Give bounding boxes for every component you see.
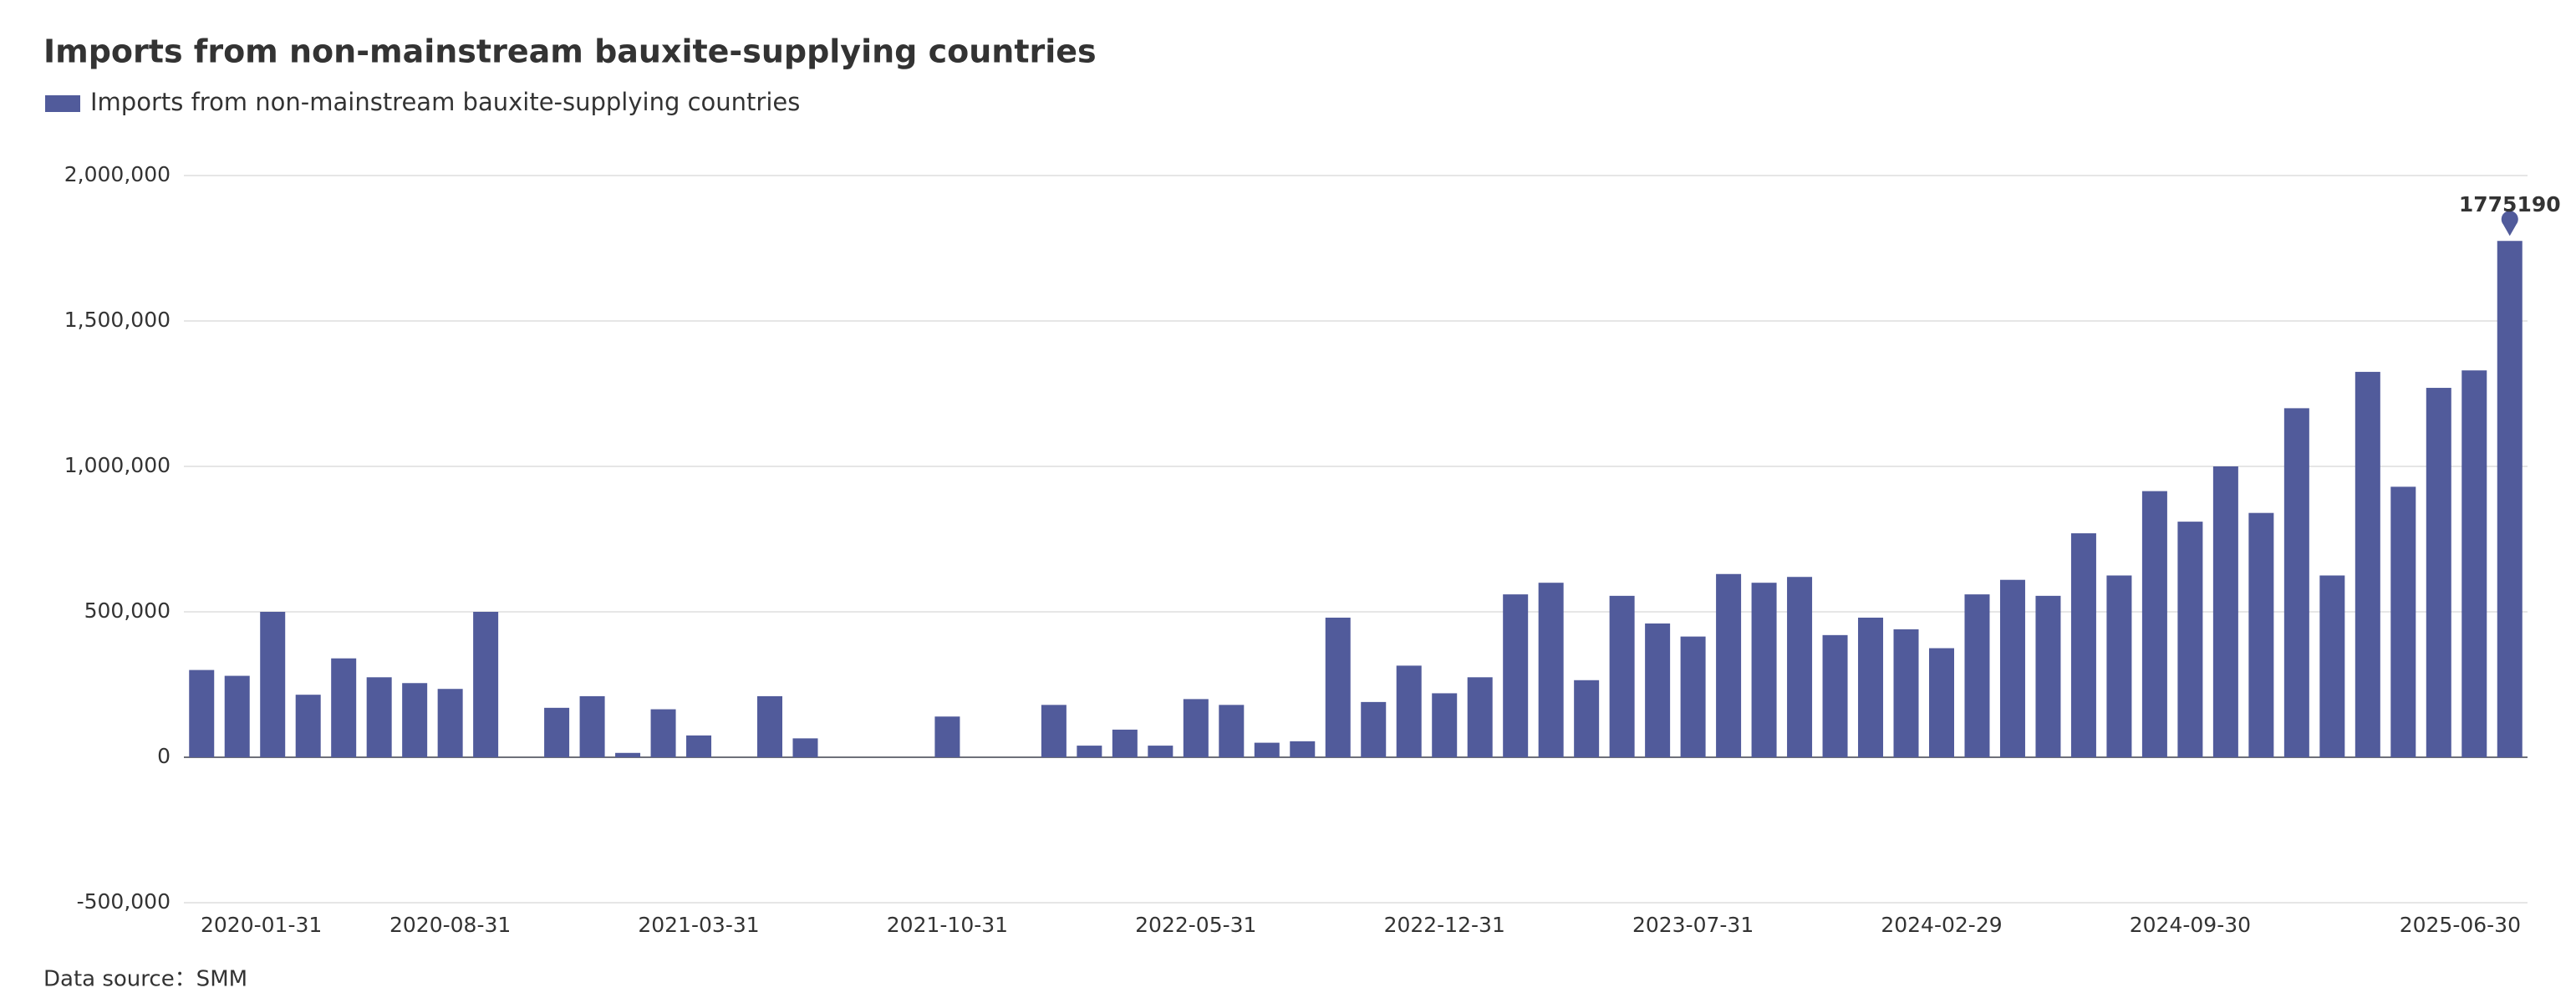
- max-pin: [2501, 211, 2518, 237]
- bar: [260, 612, 286, 757]
- source-note: Data source：SMM: [43, 967, 247, 992]
- bar: [189, 670, 215, 757]
- bar: [1574, 680, 1600, 757]
- bar: [1787, 577, 1813, 757]
- x-tick-label: 2020-08-31: [389, 913, 511, 937]
- bar: [366, 677, 392, 757]
- bar: [1503, 594, 1529, 757]
- bar: [2355, 371, 2380, 757]
- bar: [437, 689, 463, 757]
- bar: [1254, 742, 1280, 757]
- bar: [2497, 241, 2523, 757]
- bar: [1645, 623, 1671, 757]
- x-tick-label: 2025-06-30: [2400, 913, 2521, 937]
- y-tick-label: -500,000: [77, 889, 171, 914]
- bar: [1148, 746, 1173, 757]
- chart-title: Imports from non-mainstream bauxite-supp…: [43, 33, 1097, 70]
- bar: [331, 658, 357, 757]
- bar: [615, 752, 641, 757]
- bar: [402, 683, 428, 757]
- bar: [934, 716, 960, 757]
- x-tick-label: 2021-03-31: [638, 913, 759, 937]
- bar: [544, 707, 570, 757]
- bar: [2035, 595, 2061, 757]
- bar: [686, 735, 712, 757]
- bar: [1893, 629, 1919, 757]
- bar: [2283, 408, 2309, 757]
- bar: [1716, 573, 1742, 757]
- bar: [1751, 583, 1777, 757]
- bar: [224, 675, 250, 757]
- bar: [1396, 665, 1422, 757]
- bar: [1112, 729, 1138, 757]
- bar: [2461, 370, 2487, 757]
- bar: [579, 695, 605, 757]
- y-tick-label: 2,000,000: [64, 162, 171, 186]
- max-label: 1775190: [2459, 192, 2561, 216]
- bar: [295, 695, 321, 757]
- bar: [1822, 634, 1848, 757]
- bar: [792, 738, 818, 757]
- bar: [1077, 746, 1102, 757]
- bar: [1219, 705, 1245, 757]
- bar: [1467, 677, 1493, 757]
- bar: [1538, 583, 1564, 757]
- bar: [2212, 466, 2238, 757]
- bar: [1183, 699, 1209, 757]
- bar: [2248, 512, 2274, 757]
- bar: [1999, 579, 2025, 757]
- x-tick-label: 2021-10-31: [887, 913, 1008, 937]
- bar: [650, 709, 676, 757]
- bar: [1680, 636, 1706, 757]
- bar: [1290, 741, 1316, 757]
- bar: [1361, 701, 1387, 757]
- bar: [2319, 575, 2345, 757]
- bar: [2070, 533, 2096, 757]
- y-tick-label: 0: [157, 744, 171, 768]
- y-tick-label: 500,000: [84, 598, 171, 623]
- x-tick-label: 2023-07-31: [1632, 913, 1754, 937]
- bar: [2177, 522, 2203, 757]
- x-tick-label: 2024-02-29: [1881, 913, 2002, 937]
- y-tick-label: 1,500,000: [64, 308, 171, 332]
- y-tick-label: 1,000,000: [64, 453, 171, 477]
- bar: [1964, 594, 1990, 757]
- bar: [1041, 705, 1067, 757]
- bar: [1858, 617, 1884, 757]
- bar: [1929, 648, 1954, 757]
- bar: [757, 695, 782, 757]
- bar: [1432, 693, 1458, 757]
- bar: [1325, 617, 1351, 757]
- bar: [2106, 575, 2132, 757]
- x-tick-label: 2020-01-31: [201, 913, 322, 937]
- x-tick-label: 2022-12-31: [1384, 913, 1505, 937]
- bar: [473, 612, 499, 757]
- bar: [2141, 491, 2167, 757]
- bar: [1609, 595, 1635, 757]
- legend-swatch: [45, 95, 80, 112]
- legend-label: Imports from non-mainstream bauxite-supp…: [90, 88, 800, 116]
- bar: [2390, 486, 2416, 757]
- x-tick-label: 2022-05-31: [1135, 913, 1256, 937]
- bar: [2426, 388, 2451, 757]
- x-tick-label: 2024-09-30: [2130, 913, 2251, 937]
